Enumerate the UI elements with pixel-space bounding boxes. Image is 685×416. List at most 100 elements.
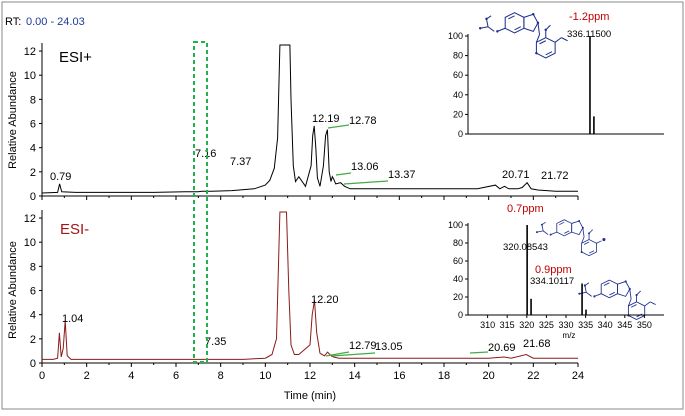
bond <box>487 26 495 32</box>
bond <box>627 298 632 307</box>
atom-dot <box>588 232 591 235</box>
bond <box>649 301 656 305</box>
peak-label: 7.35 <box>205 336 226 348</box>
bond <box>485 18 489 27</box>
double-bond <box>508 15 515 20</box>
inset-y-tick-label: 80 <box>453 238 463 248</box>
atom-dot <box>549 233 552 236</box>
inset-y-tick-label: 100 <box>448 31 463 41</box>
bond <box>594 293 602 297</box>
inset-x-tick-label: 320 <box>519 320 534 330</box>
mass-spectrum-inset-2: 0 20 40 60 80 100 336.11500 -1.2ppm <box>448 11 664 139</box>
peak-mz-label: 334.10117 <box>530 276 574 287</box>
bond <box>582 227 585 238</box>
x-tick-label: 20 <box>483 370 495 382</box>
atom-dot <box>635 293 638 297</box>
peak-tag-line <box>327 124 350 129</box>
inset-y-tick-label: 40 <box>453 90 463 100</box>
y-tick-label: 10 <box>24 237 36 249</box>
x-tick-label: 22 <box>527 370 539 382</box>
bond <box>644 301 651 307</box>
atom-dot <box>580 250 583 253</box>
y-tick-label: 12 <box>24 46 36 58</box>
trace-line <box>42 211 578 360</box>
panel-top: 0 2 4 6 8 10 12 Relative Abundance ESI+ 0.79 7.16 7… <box>7 43 579 203</box>
panel-title: ESI+ <box>59 49 92 66</box>
double-bond <box>514 26 522 31</box>
inset-x-tick-label: 310 <box>480 320 495 330</box>
imidazole-ring <box>523 13 539 33</box>
peak-tag-line <box>335 172 352 176</box>
atom-dot <box>628 287 631 291</box>
x-tick-label: 6 <box>173 370 179 382</box>
inset-y-tick-label: 100 <box>448 220 463 230</box>
x-tick-label: 4 <box>128 370 134 382</box>
peak-label: 0.79 <box>50 171 71 183</box>
x-tick-label: 16 <box>393 370 405 382</box>
peak-mz-label: 336.11500 <box>567 29 611 40</box>
double-bond <box>539 40 546 45</box>
inset-x-tick-label: 325 <box>539 320 554 330</box>
y-tick-label: 0 <box>30 358 36 370</box>
double-bond <box>564 230 570 234</box>
peak-tag-line <box>469 351 489 354</box>
peak-label: 12.19 <box>312 113 340 125</box>
x-tick-label: 2 <box>84 370 90 382</box>
inset-x-tick-label: 340 <box>598 320 613 330</box>
y-tick-label: 8 <box>30 261 36 273</box>
inset-y-tick-label: 20 <box>453 292 463 302</box>
y-tick-label: 2 <box>30 167 36 179</box>
atom-dot <box>578 292 581 295</box>
atom-dot <box>535 231 538 234</box>
imidazole-ring <box>571 220 584 236</box>
atom-dot <box>478 27 482 30</box>
bond <box>629 288 632 300</box>
atom-dot <box>624 280 627 283</box>
inset-y-tick-label: 40 <box>453 274 463 284</box>
atom-dot <box>578 219 581 222</box>
inset-y-tick-label: 80 <box>453 51 463 61</box>
atom-dot <box>540 223 543 226</box>
peak-tag-line <box>343 180 389 185</box>
rt-range: 0.00 - 24.03 <box>26 16 85 28</box>
x-tick-label: 8 <box>218 370 224 382</box>
bond <box>561 37 568 42</box>
y-axis-label: Relative Abundance <box>7 71 19 169</box>
inset-x-axis-label: m/z <box>563 331 576 340</box>
peak-label: 21.68 <box>523 338 551 350</box>
y-tick-label: 4 <box>30 143 36 155</box>
mass-spectrum-inset-3: 0 20 40 60 80 100 310 315 320 325 330 335 340 345 350 m… <box>448 203 664 340</box>
bond <box>581 236 585 244</box>
inset-y-tick-label: 60 <box>453 70 463 80</box>
y-axis-label: Relative Abundance <box>7 241 19 339</box>
peak-label: 20.71 <box>502 169 530 181</box>
peak-label: 13.06 <box>351 161 379 173</box>
y-tick-label: 6 <box>30 119 36 131</box>
peak-label: 12.20 <box>311 294 339 306</box>
inset-x-tick-label: 315 <box>500 320 515 330</box>
x-tick-label: 18 <box>438 370 450 382</box>
atom-dot <box>485 17 488 21</box>
bond <box>497 27 506 32</box>
atom-dot <box>496 30 499 33</box>
double-bond <box>588 250 595 254</box>
peak-mz-label: 320.08543 <box>503 242 548 253</box>
ppm-label: -1.2ppm <box>569 11 609 23</box>
y-tick-label: 6 <box>30 286 36 298</box>
peak-label: 13.37 <box>388 169 416 181</box>
bond <box>584 285 587 293</box>
inset-y-tick-label: 0 <box>458 310 463 320</box>
peak-label: 12.78 <box>349 115 377 127</box>
atom-dot <box>536 21 540 25</box>
peak-label: 21.72 <box>541 170 569 182</box>
x-tick-label: 14 <box>349 370 361 382</box>
double-bond <box>603 282 610 286</box>
peak-tag-line <box>325 351 350 357</box>
inset-x-tick-label: 350 <box>637 320 652 330</box>
inset-x-tick-label: 345 <box>617 320 632 330</box>
